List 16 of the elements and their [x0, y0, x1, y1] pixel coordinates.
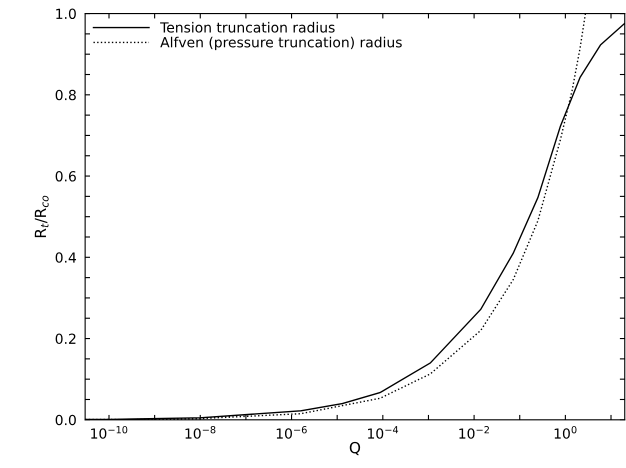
y-tick-label: 0.2	[56, 334, 76, 344]
x-tick-label: 10$^{−8}$	[185, 426, 216, 439]
legend-label: Tension truncation radius	[160, 22, 335, 33]
y-tick-label: 0.0	[56, 414, 76, 426]
legend-label: Alfven (pressure truncation) radius	[160, 36, 402, 50]
y-tick-label: 1.0	[56, 8, 76, 20]
y-tick-label: 0.4	[56, 252, 76, 263]
x-tick-label: 10$^{−2}$	[459, 426, 489, 439]
y-tick-label: 0.6	[56, 171, 76, 182]
x-tick-label: 10$^{−4}$	[368, 426, 398, 439]
x-tick-label: 10$^{0}$	[554, 426, 576, 439]
x-tick-label: 10$^{−6}$	[276, 426, 307, 439]
y-axis-title: R$_{t}$/R$_{co}$	[34, 196, 49, 238]
x-tick-label: 10$^{−10}$	[91, 426, 128, 439]
y-tick-label: 0.8	[56, 90, 76, 100]
x-axis-title: Q	[350, 442, 360, 456]
